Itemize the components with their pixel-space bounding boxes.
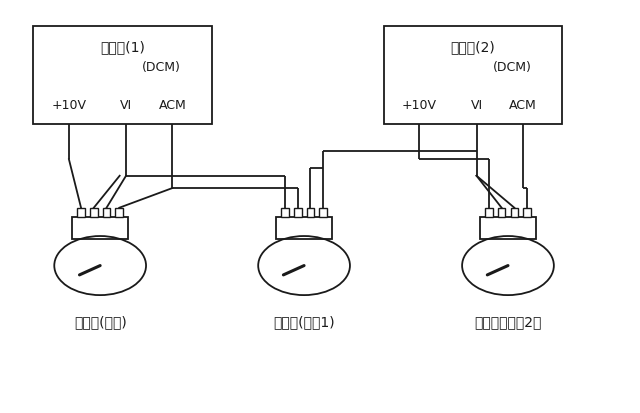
Text: ACM: ACM — [159, 100, 186, 112]
Bar — [276, 217, 332, 239]
Bar — [115, 208, 123, 217]
Bar — [480, 217, 536, 239]
Bar — [511, 208, 518, 217]
Text: 变频器(1): 变频器(1) — [100, 40, 145, 55]
Bar — [281, 208, 289, 217]
Bar — [90, 208, 98, 217]
Text: 变频器(2): 变频器(2) — [451, 40, 495, 55]
Text: (DCM): (DCM) — [493, 61, 532, 74]
Bar — [77, 208, 85, 217]
Bar — [319, 208, 327, 217]
Text: 电位器(总调): 电位器(总调) — [74, 315, 127, 329]
Bar — [498, 208, 506, 217]
Text: +10V: +10V — [402, 100, 437, 112]
Bar — [384, 26, 562, 124]
Text: 电位器(微调1): 电位器(微调1) — [273, 315, 335, 329]
Text: (DCM): (DCM) — [142, 61, 181, 74]
Bar — [33, 26, 212, 124]
Text: ACM: ACM — [509, 100, 537, 112]
Bar — [72, 217, 128, 239]
Text: VI: VI — [120, 100, 132, 112]
Bar — [294, 208, 301, 217]
Bar — [524, 208, 531, 217]
Bar — [485, 208, 493, 217]
Bar — [307, 208, 314, 217]
Bar — [102, 208, 110, 217]
Text: +10V: +10V — [51, 100, 86, 112]
Text: 电位器（微调2）: 电位器（微调2） — [474, 315, 541, 329]
Text: VI: VI — [470, 100, 483, 112]
